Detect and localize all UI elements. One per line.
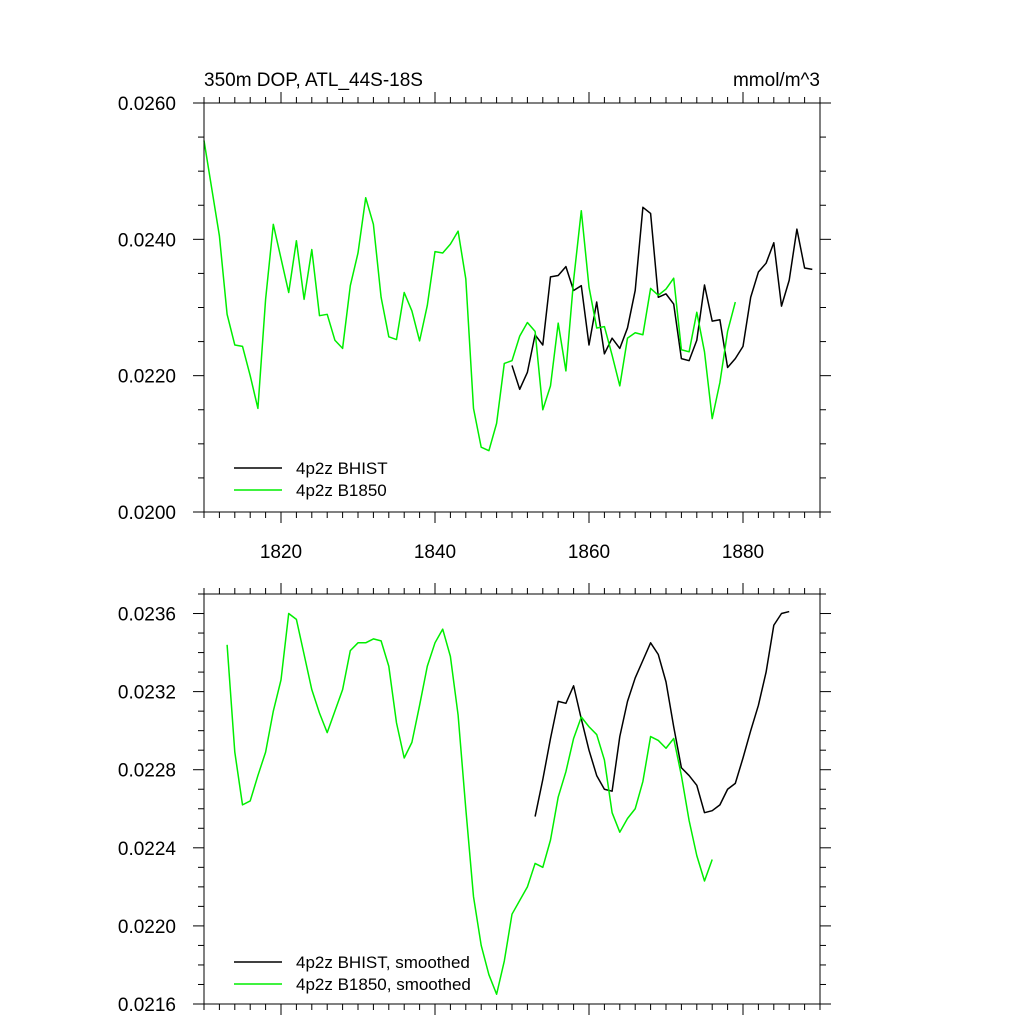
units-label: mmol/m^3	[733, 70, 820, 91]
chart-title: 350m DOP, ATL_44S-18S	[204, 70, 423, 91]
bottom-plot-frame	[203, 593, 821, 1005]
legend-label: 4p2z BHIST, smoothed	[296, 953, 470, 972]
legend-label: 4p2z B1850	[296, 481, 387, 500]
bottom-axis-ticks	[193, 583, 831, 1015]
bottom-legend: 4p2z BHIST, smoothed 4p2z B1850, smoothed	[234, 953, 471, 994]
y-tick-label: 0.0232	[118, 683, 176, 704]
top-axis-tick-labels: 1820 1840 1860 1880 0.0200 0.0220 0.0240 0.0260	[118, 94, 764, 563]
y-tick-label: 0.0228	[118, 761, 176, 782]
y-tick-label: 0.0236	[118, 605, 176, 626]
x-tick-label: 1820	[260, 542, 302, 563]
bottom-axis-tick-labels: 0.0216 0.0220 0.0224 0.0228 0.0232 0.0236	[118, 605, 177, 1016]
y-tick-label: 0.0220	[118, 917, 176, 938]
top-plot-frame	[203, 102, 821, 513]
top-series-lines	[203, 140, 813, 452]
series-line-bhist	[511, 206, 813, 391]
y-tick-label: 0.0260	[118, 94, 176, 115]
bottom-series-lines	[226, 610, 790, 995]
series-line-b1850	[203, 140, 737, 452]
legend-label: 4p2z B1850, smoothed	[296, 975, 471, 994]
y-tick-label: 0.0216	[118, 995, 176, 1016]
y-tick-label: 0.0240	[118, 230, 176, 251]
x-tick-label: 1840	[414, 542, 456, 563]
x-tick-label: 1880	[722, 542, 764, 563]
top-axis-ticks	[193, 92, 831, 523]
legend-label: 4p2z BHIST	[296, 459, 388, 478]
top-legend: 4p2z BHIST 4p2z B1850	[234, 459, 388, 500]
bottom-panel: 0.0216 0.0220 0.0224 0.0228 0.0232 0.0236 4p2…	[118, 583, 831, 1016]
y-tick-label: 0.0220	[118, 367, 176, 388]
series-line-b1850	[226, 612, 713, 995]
y-tick-label: 0.0200	[118, 503, 176, 524]
top-panel: 350m DOP, ATL_44S-18S mmol/m^3 1820 1840 1…	[118, 70, 831, 563]
x-tick-label: 1860	[568, 542, 610, 563]
series-line-bhist	[534, 610, 790, 817]
y-tick-label: 0.0224	[118, 839, 177, 860]
